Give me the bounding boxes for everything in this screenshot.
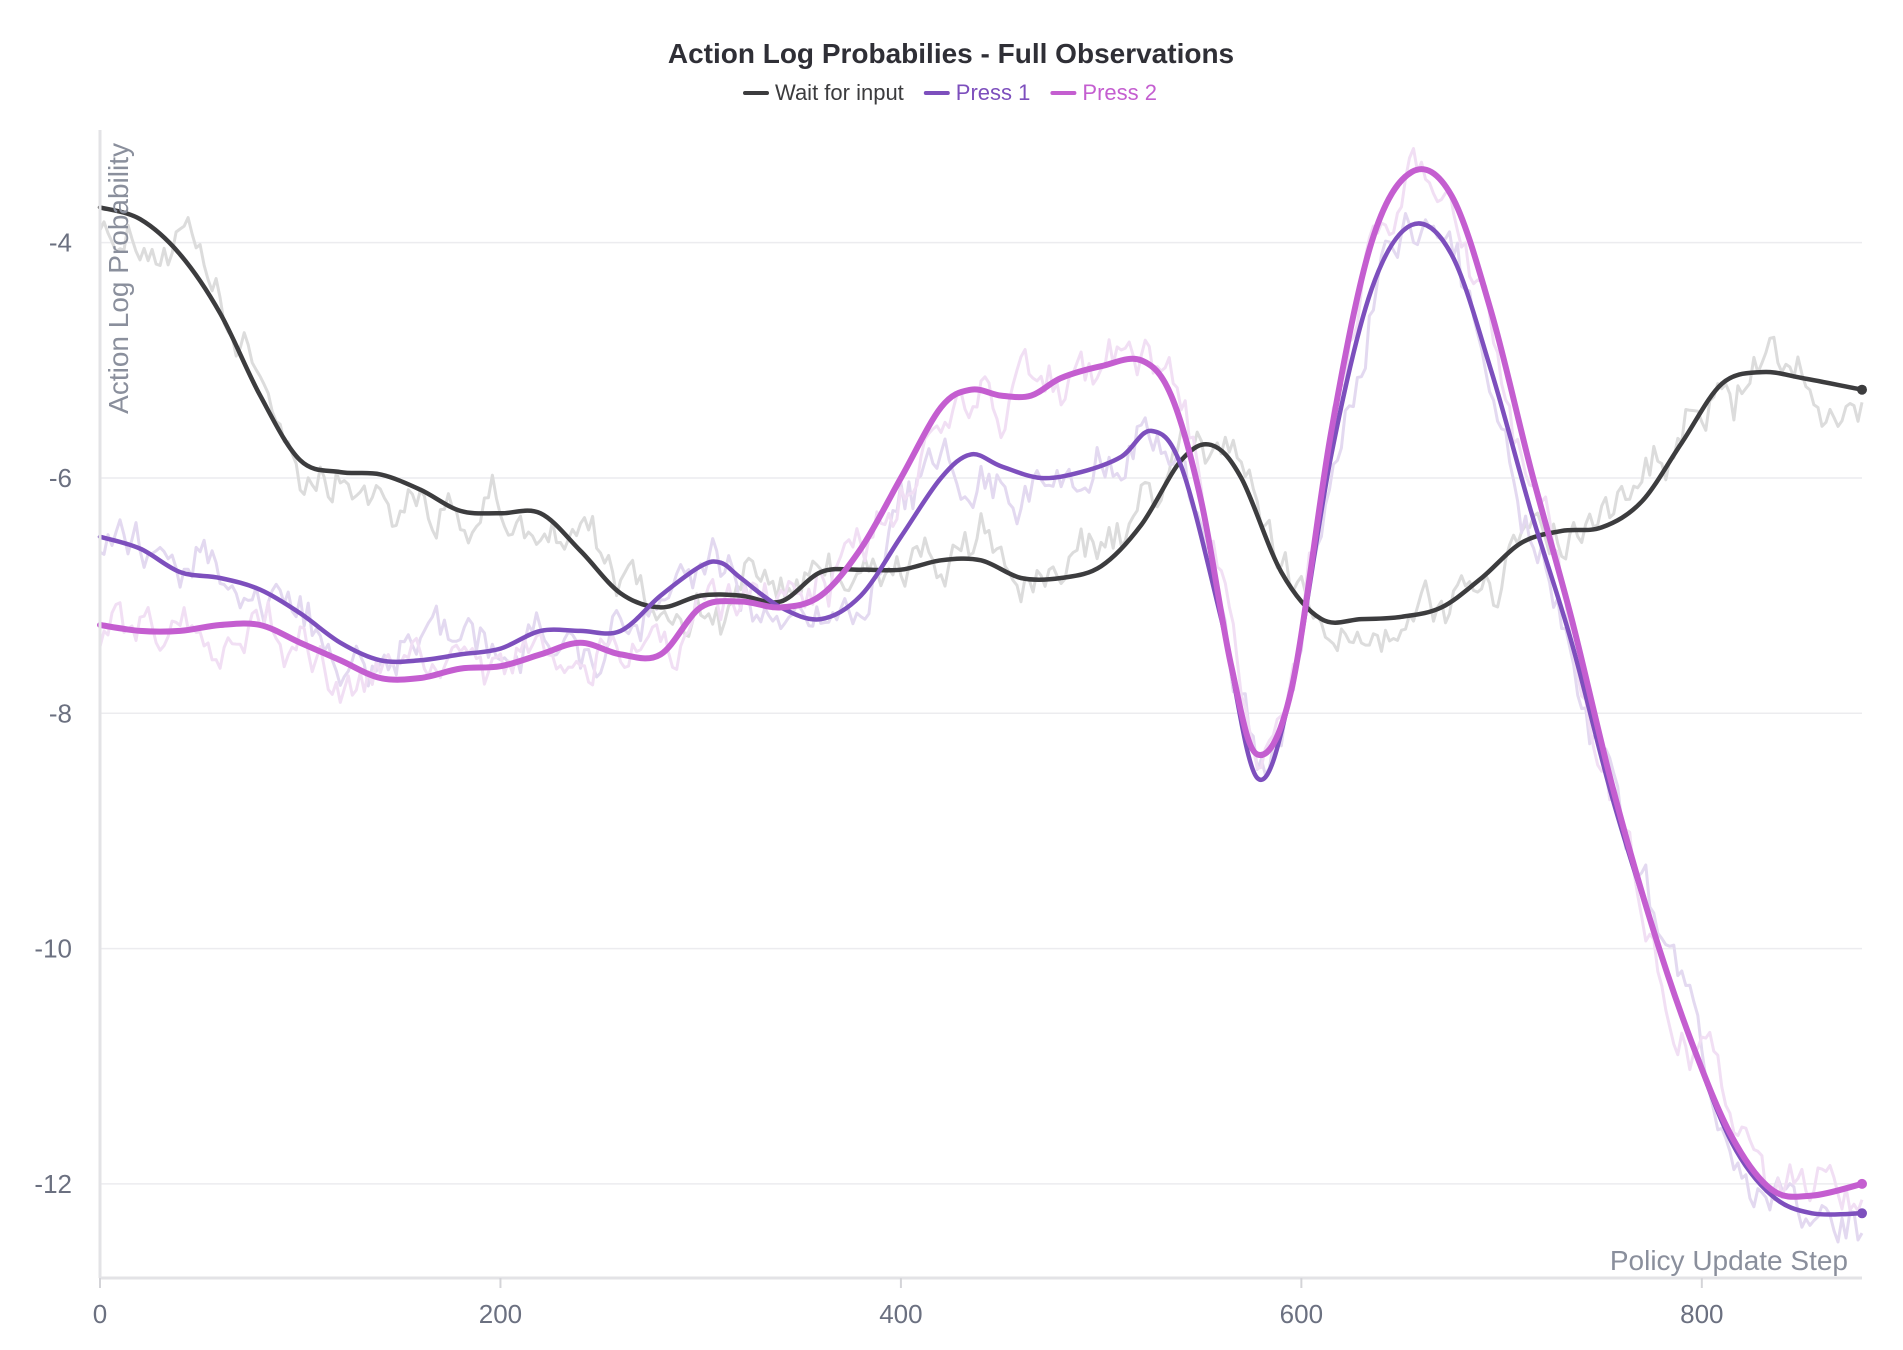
raw-trace-press-2 xyxy=(98,147,1864,1213)
x-axis-title: Policy Update Step xyxy=(1610,1245,1848,1276)
series-endpoint-press-2 xyxy=(1857,1178,1867,1189)
smoothed-series-lines[interactable] xyxy=(97,166,1867,1219)
chart-title: Action Log Probabilies - Full Observatio… xyxy=(668,38,1234,69)
x-tick-label: 800 xyxy=(1680,1299,1723,1329)
series-line-press-1[interactable] xyxy=(97,221,1865,1217)
legend-label: Press 2 xyxy=(1082,80,1157,105)
legend[interactable]: Wait for input Press 1 Press 2 xyxy=(743,80,1157,105)
axes: -4 -6 -8 -10 -12 0 200 400 600 800 xyxy=(34,130,1862,1329)
legend-item-press-1[interactable]: Press 1 xyxy=(923,80,1031,105)
series-endpoint-press-1 xyxy=(1857,1208,1867,1219)
legend-item-press-2[interactable]: Press 2 xyxy=(1050,80,1157,105)
series-line-wait-for-input[interactable] xyxy=(97,205,1865,625)
series-endpoint-wait-for-input xyxy=(1857,384,1867,395)
y-tick-label: -12 xyxy=(34,1169,72,1199)
legend-label: Wait for input xyxy=(775,80,904,105)
raw-trace-wait-for-input xyxy=(98,216,1864,653)
y-tick-label: -8 xyxy=(49,698,72,728)
legend-item-wait-for-input[interactable]: Wait for input xyxy=(743,80,904,105)
raw-series-traces xyxy=(98,147,1864,1244)
y-tick-label: -6 xyxy=(49,463,72,493)
x-tick-label: 600 xyxy=(1280,1299,1323,1329)
x-tick-label: 0 xyxy=(93,1299,107,1329)
series-line-press-2[interactable] xyxy=(97,166,1865,1200)
x-tick-label: 200 xyxy=(479,1299,522,1329)
y-tick-label: -4 xyxy=(49,228,72,258)
y-tick-label: -10 xyxy=(34,934,72,964)
y-axis-title: Action Log Probability xyxy=(103,143,134,414)
legend-label: Press 1 xyxy=(956,80,1031,105)
x-tick-label: 400 xyxy=(879,1299,922,1329)
raw-trace-press-1 xyxy=(99,212,1864,1244)
